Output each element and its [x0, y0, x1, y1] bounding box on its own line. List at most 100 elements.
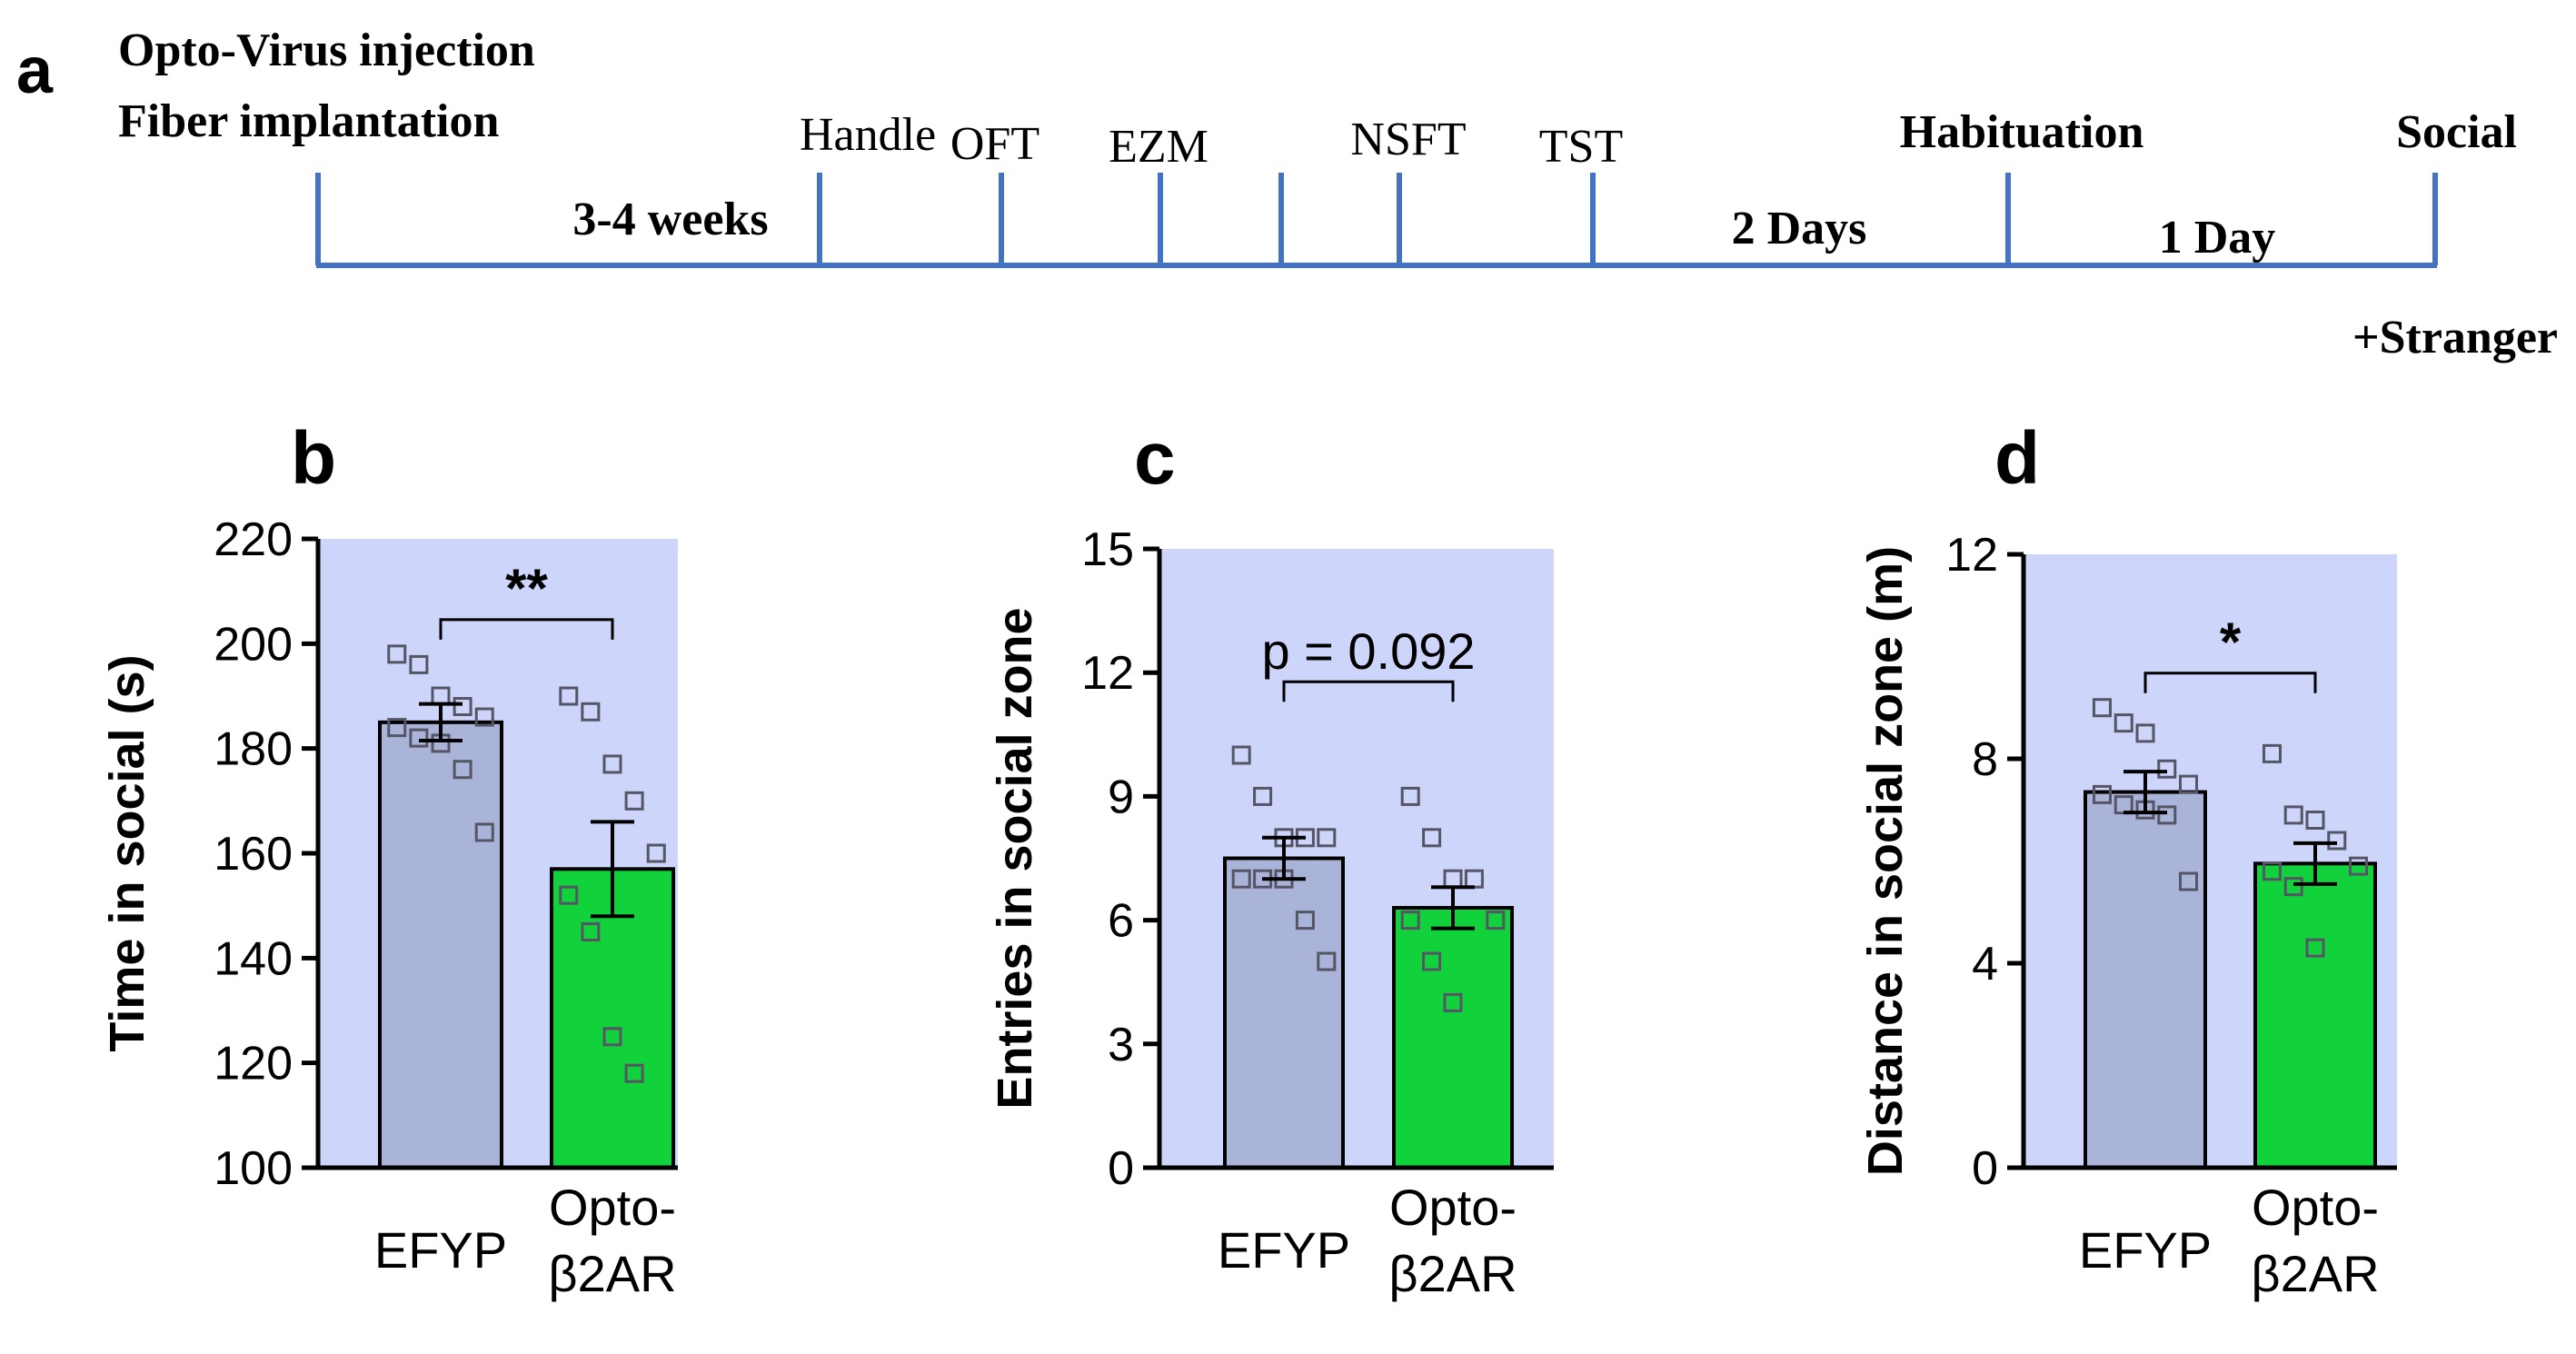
data-point-efyp [1231, 869, 1251, 889]
y-tick-label: 180 [214, 723, 293, 776]
bar-opto-b2ar [2253, 861, 2377, 1170]
y-tick-label: 0 [1108, 1142, 1134, 1195]
significance-label: ** [505, 558, 548, 619]
y-tick-label: 8 [1972, 733, 1998, 786]
data-point-opto-b2ar [602, 1027, 622, 1047]
y-tick-label: 0 [1972, 1142, 1998, 1195]
bar-opto-b2ar [1392, 905, 1514, 1170]
stranger-note: +Stranger [2352, 312, 2558, 363]
significance-bracket [439, 618, 614, 640]
data-point-opto-b2ar [2327, 831, 2347, 851]
y-tick-label: 160 [214, 828, 293, 881]
data-point-opto-b2ar [646, 843, 666, 863]
y-tick-label: 100 [214, 1142, 293, 1195]
data-point-efyp [2092, 784, 2112, 804]
timeline-title-line2: Fiber implantation [118, 95, 499, 147]
duration-label-1-day: 1 Day [2159, 212, 2276, 264]
category-label: Opto- [549, 1179, 676, 1236]
y-tick-label: 12 [1945, 529, 1998, 582]
data-point-opto-b2ar [2349, 856, 2369, 876]
data-point-opto-b2ar [581, 922, 601, 941]
event-label-oft: OFT [950, 118, 1039, 170]
category-label: EFYP [1218, 1221, 1350, 1279]
category-label: Opto- [1389, 1179, 1517, 1236]
data-point-efyp [2092, 698, 2112, 718]
y-tick-label: 3 [1108, 1019, 1134, 1071]
panel-letter-a: a [16, 35, 54, 107]
data-point-efyp [1231, 745, 1251, 765]
data-point-efyp [2179, 774, 2199, 794]
event-label-handle: Handle [800, 109, 936, 161]
chart-panel-c: c 0 3 6 9 12 15 Entries in social zone EFYP Opto-… [988, 417, 1554, 1302]
panel-letter-b: b [291, 417, 336, 500]
category-label: β2AR [2251, 1245, 2379, 1302]
event-label-ezm: EZM [1109, 121, 1208, 173]
data-point-opto-b2ar [1400, 786, 1420, 806]
data-point-efyp [409, 654, 429, 674]
event-label-tst: TST [1539, 121, 1623, 173]
significance-label: p = 0.092 [1261, 622, 1475, 680]
category-label: β2AR [1388, 1245, 1517, 1302]
duration-label-2-days: 2 Days [1732, 203, 1867, 254]
data-point-opto-b2ar [1400, 911, 1420, 931]
data-point-opto-b2ar [2305, 811, 2325, 830]
duration-label-weeks: 3-4 weeks [572, 194, 768, 245]
timeline-panel: a Opto-Virus injection Fiber implantatio… [16, 25, 2558, 363]
y-tick-label: 15 [1081, 523, 1134, 576]
data-point-efyp [2157, 759, 2177, 779]
data-point-opto-b2ar [1486, 911, 1506, 931]
y-tick-label: 140 [214, 932, 293, 985]
data-point-efyp [453, 760, 472, 780]
data-point-efyp [409, 728, 429, 748]
category-label: EFYP [2079, 1221, 2212, 1279]
y-tick-label: 6 [1108, 895, 1134, 948]
data-point-efyp [2157, 805, 2177, 825]
event-label-social: Social [2396, 106, 2517, 158]
category-label: Opto- [2252, 1179, 2379, 1236]
data-point-opto-b2ar [2305, 938, 2325, 958]
data-point-opto-b2ar [559, 885, 579, 905]
chart-panel-d: d 0 4 8 12 Distance in social zone (m) EFYP Opt… [1858, 417, 2397, 1302]
data-point-efyp [1295, 911, 1315, 931]
chart-panel-b: b 100 120 140 160 180 200 220 Time in social (s)… [100, 417, 678, 1302]
category-label: β2AR [548, 1245, 676, 1302]
y-axis-label: Entries in social zone [988, 607, 1042, 1109]
data-point-efyp [2114, 713, 2133, 733]
data-point-efyp [387, 644, 407, 664]
event-label-habituation: Habituation [1900, 106, 2144, 158]
data-point-opto-b2ar [581, 702, 601, 722]
data-point-efyp [2179, 871, 2199, 891]
panel-letter-d: d [1994, 417, 2040, 500]
y-tick-label: 4 [1972, 938, 1998, 991]
data-point-efyp [453, 697, 472, 717]
data-point-opto-b2ar [2283, 877, 2303, 897]
data-point-efyp [387, 718, 407, 738]
y-axis-label: Distance in social zone (m) [1858, 546, 1913, 1176]
y-tick-label: 200 [214, 618, 293, 671]
event-label-nsft: NSFT [1350, 114, 1466, 165]
category-label: EFYP [374, 1221, 507, 1279]
data-point-opto-b2ar [559, 686, 579, 706]
data-point-efyp [1317, 951, 1337, 971]
data-point-efyp [1317, 828, 1337, 848]
y-tick-label: 12 [1081, 647, 1134, 700]
y-tick-label: 9 [1108, 771, 1134, 823]
data-point-opto-b2ar [624, 791, 644, 811]
significance-label: * [2220, 612, 2242, 672]
bar-efyp [1223, 856, 1345, 1170]
bar-opto-b2ar [550, 867, 675, 1170]
y-tick-label: 220 [214, 513, 293, 566]
data-point-opto-b2ar [624, 1063, 644, 1083]
data-point-efyp [2135, 723, 2155, 743]
data-point-efyp [474, 707, 494, 727]
bar-efyp [378, 720, 503, 1170]
panel-letter-c: c [1134, 417, 1176, 500]
data-point-opto-b2ar [1443, 992, 1463, 1012]
significance-bracket [2143, 672, 2317, 693]
significance-bracket [1282, 680, 1455, 702]
timeline-axis [315, 173, 2438, 268]
data-point-efyp [474, 822, 494, 842]
bar-efyp [2084, 790, 2207, 1170]
data-point-opto-b2ar [2262, 861, 2282, 881]
